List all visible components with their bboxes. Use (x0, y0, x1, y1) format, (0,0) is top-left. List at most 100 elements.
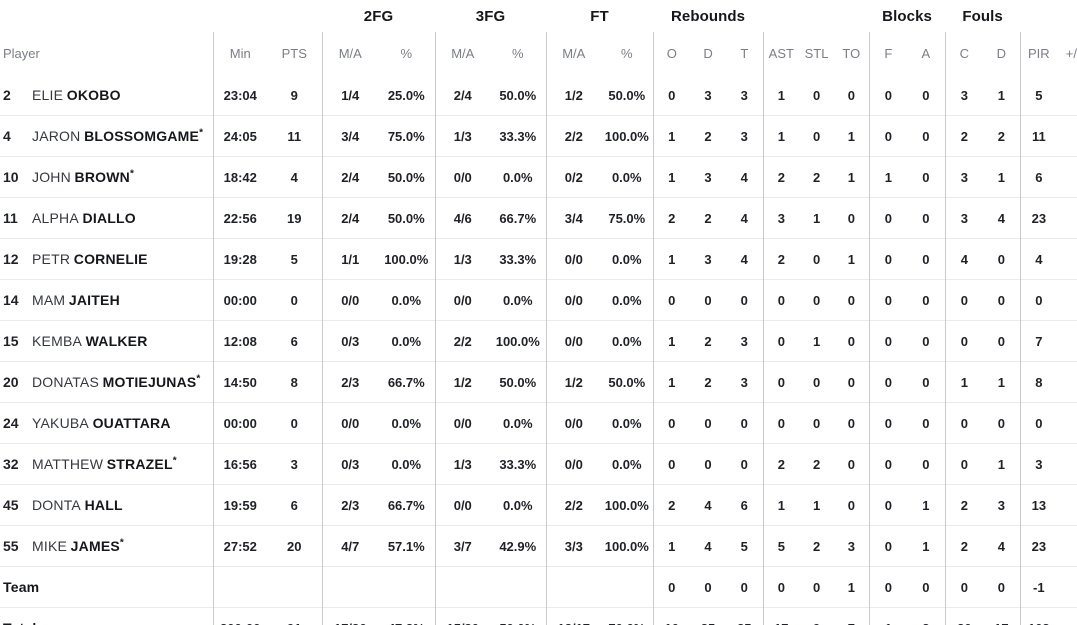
cell-2fg-pct: 47.2% (378, 607, 436, 625)
cell-plusminus (1057, 443, 1077, 485)
cell-foul-c: 2 (945, 484, 984, 526)
cell-2fg-pct: 66.7% (378, 361, 436, 403)
cell-reb-t: 35 (726, 607, 764, 625)
jersey-number: 14 (3, 292, 19, 308)
cell-min: 12:08 (213, 320, 267, 362)
player-first-name: MAM (32, 292, 66, 308)
cell-foul-d: 0 (983, 238, 1021, 280)
cell-2fg-ma (322, 566, 378, 608)
starter-mark: * (199, 127, 203, 139)
jersey-number: 15 (3, 333, 19, 349)
cell-2fg-ma: 2/4 (322, 197, 378, 239)
cell-stl: 9 (799, 607, 835, 625)
cell-plusminus (1057, 320, 1077, 362)
cell-blk-f: 0 (869, 361, 908, 403)
cell-ft-ma: 1/2 (546, 361, 602, 403)
cell-min: 23:04 (223, 87, 257, 103)
cell-min: 22:56 (213, 197, 267, 239)
column-header-blk-f: F (884, 46, 893, 61)
player-first-name: DONATAS (32, 374, 99, 390)
cell-3fg-pct: 66.7% (490, 197, 547, 239)
cell-foul-d: 0 (983, 402, 1021, 444)
column-header-2fg-pct: % (378, 32, 436, 75)
cell-reb-d: 0 (690, 443, 727, 485)
cell-plusminus (1057, 607, 1077, 625)
cell-3fg-ma: 4/6 (435, 197, 491, 239)
player-last-name: JAITEH (68, 292, 120, 308)
cell-reb-o: 0 (653, 443, 691, 485)
jersey-number: 20 (3, 374, 19, 390)
cell-reb-d: 2 (690, 197, 727, 239)
cell-min: 16:56 (213, 443, 267, 485)
cell-2fg-ma: 17/36 (322, 607, 378, 625)
jersey-number: 45 (3, 497, 19, 513)
cell-reb-t: 4 (726, 238, 764, 280)
group-header-2fg: 2FG (363, 7, 394, 25)
player-cell: 2 ELIE OKOBO (0, 75, 214, 116)
column-header-reb-d: D (703, 46, 713, 61)
cell-foul-d: 4 (983, 197, 1021, 239)
cell-reb-t: 3 (726, 115, 764, 157)
cell-3fg-pct: 42.9% (490, 525, 547, 567)
cell-foul-c: 3 (945, 197, 984, 239)
cell-3fg-ma: 1/3 (435, 115, 491, 157)
cell-ft-ma: 3/4 (546, 197, 602, 239)
cell-3fg-ma: 0/0 (435, 402, 491, 444)
cell-reb-o: 1 (653, 238, 691, 280)
jersey-number: 2 (3, 87, 11, 103)
cell-reb-o: 2 (653, 197, 691, 239)
cell-plusminus (1057, 238, 1077, 280)
cell-blk-f: 0 (869, 443, 908, 485)
cell-reb-t: 5 (726, 525, 764, 567)
cell-pir: 0 (1020, 279, 1058, 321)
cell-3fg-pct: 50.0% (490, 607, 547, 625)
cell-pir: 8 (1020, 361, 1058, 403)
cell-to: 0 (834, 320, 870, 362)
cell-2fg-ma: 0/0 (322, 402, 378, 444)
cell-stl: 2 (799, 156, 835, 198)
cell-min: 18:42 (213, 156, 267, 198)
jersey-number: 12 (3, 251, 19, 267)
cell-foul-c: 4 (945, 238, 984, 280)
cell-foul-d: 1 (983, 443, 1021, 485)
cell-blk-a: 0 (907, 156, 946, 198)
cell-min: 00:00 (213, 402, 267, 444)
column-header-to: TO (834, 32, 870, 75)
cell-2fg-ma: 0/0 (322, 279, 378, 321)
player-first-name: YAKUBA (32, 415, 89, 431)
player-last-name: JAMES (70, 538, 120, 554)
cell-min: 24:05 (213, 115, 267, 157)
jersey-number: 10 (3, 169, 19, 185)
jersey-number: 32 (3, 456, 19, 472)
player-last-name: OUATTARA (92, 415, 171, 431)
cell-reb-o: 0 (653, 279, 691, 321)
cell-foul-c: 1 (945, 361, 984, 403)
cell-ast: 17 (763, 607, 800, 625)
cell-2fg-pct: 50.0% (378, 197, 436, 239)
player-rows: 2 ELIE OKOBO 23:04 9 1/4 25.0% 2/4 50.0% … (0, 75, 1077, 625)
group-header-spacer (1020, 0, 1077, 32)
cell-reb-t: 6 (726, 484, 764, 526)
cell-foul-c: 2 (945, 525, 984, 567)
cell-ast: 1 (777, 87, 785, 103)
column-header-2fg-ma: M/A (338, 46, 362, 61)
cell-pts: 0 (267, 279, 323, 321)
cell-pts: 11 (267, 115, 323, 157)
cell-ft-pct: 100.0% (601, 484, 654, 526)
cell-min: 14:50 (213, 361, 267, 403)
player-cell: 20 DONATAS MOTIEJUNAS* (0, 361, 214, 403)
cell-reb-o: 1 (653, 320, 691, 362)
cell-2fg-pct: 66.7% (378, 484, 436, 526)
cell-3fg-pct: 100.0% (490, 320, 547, 362)
cell-pts: 5 (267, 238, 323, 280)
cell-3fg-ma: 1/3 (435, 238, 491, 280)
cell-stl: 0 (799, 115, 835, 157)
player-cell: 15 KEMBA WALKER (0, 320, 214, 362)
cell-foul-c: 0 (945, 320, 984, 362)
player-last-name: Team (3, 579, 40, 595)
column-header-reb-o: O (666, 46, 677, 61)
cell-2fg-pct: 0.0% (378, 443, 436, 485)
cell-2fg-pct: 0.0% (378, 320, 436, 362)
cell-stl: 1 (799, 197, 835, 239)
cell-reb-t: 0 (726, 443, 764, 485)
